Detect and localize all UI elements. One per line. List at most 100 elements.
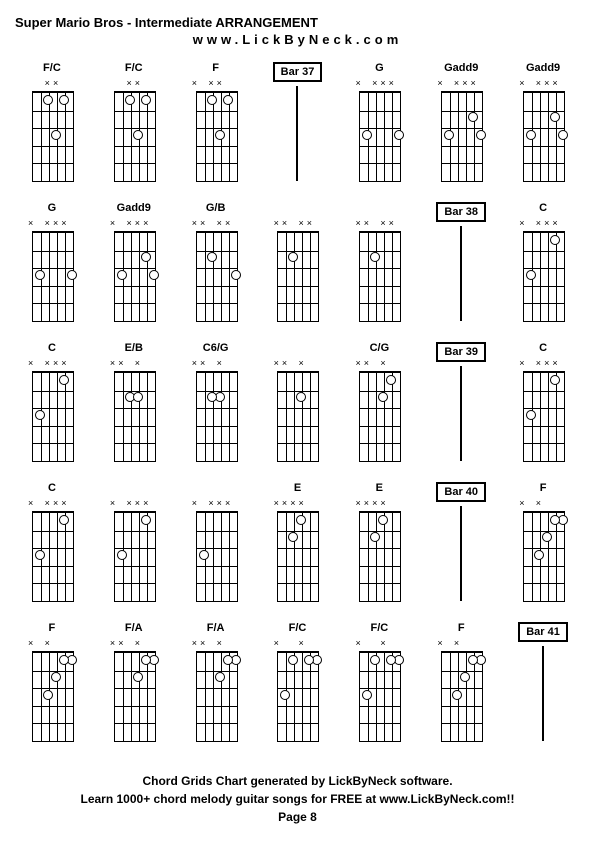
chord-cell: E ×××× bbox=[342, 482, 416, 612]
mute-indicators: ×××× bbox=[27, 218, 77, 228]
finger-dot bbox=[296, 392, 306, 402]
chord-cell: ×××× bbox=[261, 202, 335, 332]
chord-cell: F/A××× bbox=[179, 622, 253, 752]
footer: Chord Grids Chart generated by LickByNec… bbox=[15, 772, 580, 826]
chord-diagram bbox=[109, 368, 159, 463]
finger-dot bbox=[133, 672, 143, 682]
chord-name: F/C bbox=[370, 622, 388, 636]
chord-diagram bbox=[354, 228, 404, 323]
chord-diagram bbox=[354, 88, 404, 183]
chord-diagram bbox=[272, 368, 322, 463]
finger-dot bbox=[370, 655, 380, 665]
chord-name: F bbox=[540, 482, 547, 496]
chord-diagram bbox=[27, 88, 77, 183]
mute-indicators: ×× bbox=[27, 638, 77, 648]
chord-diagram bbox=[191, 368, 241, 463]
bar-label: Bar 39 bbox=[436, 342, 486, 362]
finger-dot bbox=[231, 270, 241, 280]
mute-indicators: ×× bbox=[27, 78, 77, 88]
chord-name: C/G bbox=[370, 342, 390, 356]
finger-dot bbox=[558, 130, 568, 140]
chord-name: F bbox=[49, 622, 56, 636]
footer-line-2: Learn 1000+ chord melody guitar songs fo… bbox=[15, 790, 580, 808]
finger-dot bbox=[460, 672, 470, 682]
finger-dot bbox=[117, 270, 127, 280]
finger-dot bbox=[526, 410, 536, 420]
chord-cell: F××× bbox=[179, 62, 253, 192]
chord-diagram bbox=[191, 228, 241, 323]
finger-dot bbox=[452, 690, 462, 700]
finger-dot bbox=[35, 270, 45, 280]
chord-cell: C×××× bbox=[15, 342, 89, 472]
chord-name: E bbox=[294, 482, 301, 496]
finger-dot bbox=[476, 130, 486, 140]
bar-label: Bar 40 bbox=[436, 482, 486, 502]
chord-cell: F/C ×× bbox=[97, 62, 171, 192]
mute-indicators: ×××× bbox=[518, 78, 568, 88]
finger-dot bbox=[378, 392, 388, 402]
chord-cell: F/A××× bbox=[97, 622, 171, 752]
chord-cell: E/B××× bbox=[97, 342, 171, 472]
chord-diagram bbox=[191, 508, 241, 603]
finger-dot bbox=[542, 532, 552, 542]
page-title: Super Mario Bros - Intermediate ARRANGEM… bbox=[15, 15, 580, 30]
bar-marker: Bar 40 bbox=[424, 482, 498, 612]
chord-diagram bbox=[109, 228, 159, 323]
chord-diagram bbox=[272, 648, 322, 743]
mute-indicators: ×××× bbox=[518, 218, 568, 228]
finger-dot bbox=[288, 532, 298, 542]
chord-diagram bbox=[109, 508, 159, 603]
chord-cell: ×××× bbox=[97, 482, 171, 612]
chord-name: E/B bbox=[125, 342, 143, 356]
chord-diagram bbox=[272, 508, 322, 603]
finger-dot bbox=[141, 655, 151, 665]
finger-dot bbox=[199, 550, 209, 560]
finger-dot bbox=[141, 95, 151, 105]
finger-dot bbox=[550, 112, 560, 122]
finger-dot bbox=[117, 550, 127, 560]
chord-name: Gadd9 bbox=[117, 202, 151, 216]
chord-name: F/A bbox=[125, 622, 143, 636]
chord-name: F bbox=[212, 62, 219, 76]
chord-cell: ×××× bbox=[179, 482, 253, 612]
bar-divider bbox=[542, 646, 544, 741]
finger-dot bbox=[468, 112, 478, 122]
chord-cell: Gadd9×××× bbox=[506, 62, 580, 192]
chord-cell: F ×× bbox=[15, 622, 89, 752]
mute-indicators: ×××× bbox=[273, 218, 323, 228]
chord-name: E bbox=[376, 482, 383, 496]
mute-indicators: ×××× bbox=[109, 218, 159, 228]
finger-dot bbox=[59, 655, 69, 665]
finger-dot bbox=[288, 252, 298, 262]
mute-indicators: ×××× bbox=[518, 358, 568, 368]
chord-cell: G/B×××× bbox=[179, 202, 253, 332]
finger-dot bbox=[526, 130, 536, 140]
finger-dot bbox=[141, 252, 151, 262]
finger-dot bbox=[370, 252, 380, 262]
footer-line-1: Chord Grids Chart generated by LickByNec… bbox=[15, 772, 580, 790]
chord-name: F/C bbox=[125, 62, 143, 76]
mute-indicators: ×××× bbox=[354, 498, 404, 508]
bar-divider bbox=[296, 86, 298, 181]
chord-cell: C6/G××× bbox=[179, 342, 253, 472]
chord-diagram bbox=[436, 648, 486, 743]
finger-dot bbox=[288, 655, 298, 665]
mute-indicators: ×× bbox=[109, 78, 159, 88]
mute-indicators: ×××× bbox=[436, 78, 486, 88]
mute-indicators: ×××× bbox=[27, 358, 77, 368]
chord-diagram bbox=[518, 88, 568, 183]
chord-cell: F/C×× bbox=[15, 62, 89, 192]
mute-indicators: ×××× bbox=[273, 498, 323, 508]
website-url: www.LickByNeck.com bbox=[15, 32, 580, 47]
finger-dot bbox=[550, 515, 560, 525]
mute-indicators: ×××× bbox=[354, 218, 404, 228]
finger-dot bbox=[149, 270, 159, 280]
mute-indicators: ××× bbox=[354, 358, 404, 368]
chord-cell: C×××× bbox=[506, 202, 580, 332]
bar-label: Bar 38 bbox=[436, 202, 486, 222]
finger-dot bbox=[550, 375, 560, 385]
finger-dot bbox=[550, 235, 560, 245]
bar-marker: Bar 39 bbox=[424, 342, 498, 472]
finger-dot bbox=[215, 130, 225, 140]
chord-grid: F/C××F/C××F×××Bar 37G××××Gadd9××××Gadd9×… bbox=[15, 62, 580, 752]
